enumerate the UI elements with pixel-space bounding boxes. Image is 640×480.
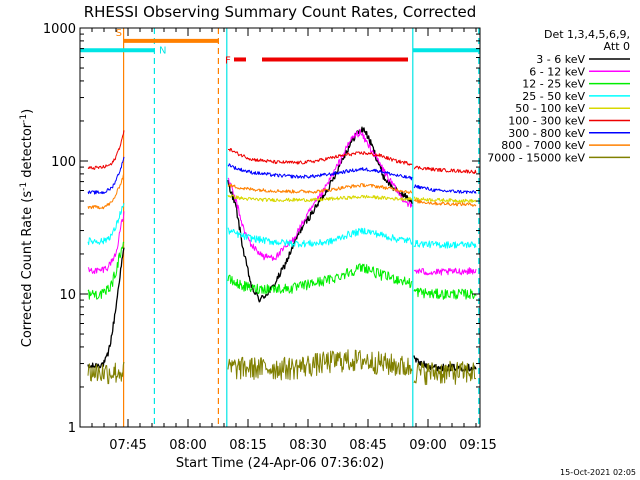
x-axis: 07:45 08:00 08:15 08:30 08:45 09:00 09:15 [91, 28, 497, 453]
legend-header: Att 0 [604, 40, 630, 53]
series-line-4 [87, 202, 477, 249]
series-line-7 [87, 156, 477, 195]
series-line-8 [87, 174, 477, 210]
legend-entry-label: 6 - 12 keV [529, 65, 585, 78]
x-tick-label: 08:15 [229, 438, 266, 453]
x-tick-label: 07:45 [109, 438, 146, 453]
y-axis-label: Corrected Count Rate (s-1 detector-1) [19, 109, 35, 347]
series-line-9 [87, 349, 477, 386]
series-layer [87, 126, 477, 386]
y-tick-label: 1000 [43, 22, 76, 37]
series-line-3 [87, 241, 477, 300]
legend-entry-label: 50 - 100 keV [515, 102, 585, 115]
annotation-label-n: N [159, 45, 166, 56]
annotation-label-f: F [225, 55, 231, 66]
vertical-marker-lines [122, 28, 480, 427]
series-line-5 [227, 194, 477, 203]
legend-entry-label: 25 - 50 keV [522, 90, 585, 103]
y-axis-label-exponent-1: -1 [19, 182, 29, 191]
x-tick-label: 08:45 [349, 438, 386, 453]
chart-title: RHESSI Observing Summary Count Rates, Co… [84, 3, 477, 21]
y-axis-label-end: ) [20, 109, 35, 114]
plot-frame [79, 27, 481, 428]
y-axis-label-middle: detector [20, 122, 35, 182]
x-tick-label: 08:30 [289, 438, 326, 453]
annotation-label-s: S [116, 28, 122, 39]
x-axis-label: Start Time (24-Apr-06 07:36:02) [176, 456, 384, 471]
legend-entry-label: 12 - 25 keV [522, 78, 585, 91]
y-tick-label: 10 [59, 288, 76, 303]
legend-entry-label: 3 - 6 keV [536, 53, 585, 66]
legend-entry-label: 100 - 300 keV [508, 115, 585, 128]
x-tick-label: 08:00 [169, 438, 206, 453]
legend-entry-label: 300 - 800 keV [508, 127, 585, 140]
footer-timestamp: 15-Oct-2021 02:05 [560, 468, 636, 477]
plot-area: S N F [79, 27, 481, 428]
y-axis-label-main: Corrected Count Rate (s [20, 191, 35, 348]
legend-entry-label: 800 - 7000 keV [501, 139, 585, 152]
x-tick-label: 09:15 [459, 438, 496, 453]
legend-entry-label: 7000 - 15000 keV [487, 151, 585, 164]
legend-header: Det 1,3,4,5,6,9, [544, 28, 630, 41]
y-axis-label-exponent-2: -1 [19, 114, 29, 123]
y-tick-label: 100 [51, 155, 76, 170]
series-line-6 [87, 130, 477, 174]
y-tick-label: 1 [68, 421, 76, 436]
annotation-layer: S N F [80, 28, 480, 66]
y-axis: 1 10 100 1000 [43, 22, 480, 436]
x-tick-label: 09:00 [409, 438, 446, 453]
